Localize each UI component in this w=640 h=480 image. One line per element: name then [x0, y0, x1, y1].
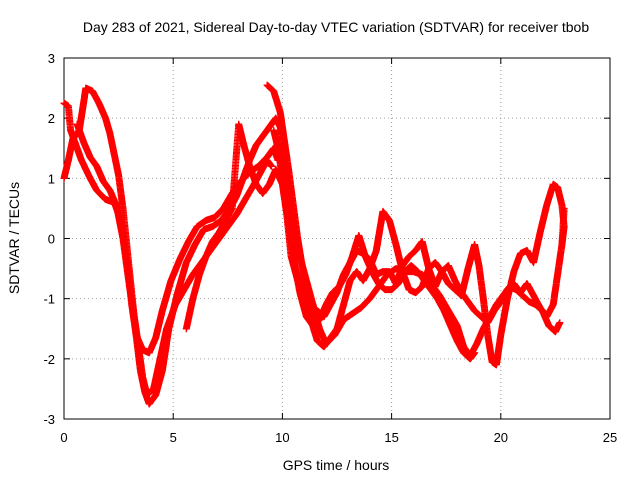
x-tick-label: 5 — [170, 430, 177, 445]
x-tick-label: 0 — [60, 430, 67, 445]
data-series — [60, 81, 568, 408]
data-point-markers — [270, 126, 479, 363]
y-tick-label: 1 — [48, 171, 55, 186]
x-tick-label: 15 — [384, 430, 398, 445]
x-tick-label: 25 — [603, 430, 617, 445]
series-track-2 — [60, 84, 564, 408]
series-line — [76, 123, 273, 397]
series-track-3 — [73, 120, 275, 399]
grid — [64, 58, 610, 419]
y-tick-label: -2 — [43, 352, 55, 367]
data-point-markers — [60, 84, 564, 408]
y-tick-label: -3 — [43, 412, 55, 427]
data-point-markers — [73, 120, 275, 399]
series-track-6 — [270, 126, 479, 363]
y-tick-label: -1 — [43, 292, 55, 307]
y-tick-label: 3 — [48, 51, 55, 66]
x-axis-label: GPS time / hours — [283, 457, 390, 473]
y-axis-label: SDTVAR / TECUs — [6, 182, 22, 294]
y-tick-label: 0 — [48, 232, 55, 247]
x-tick-label: 20 — [494, 430, 508, 445]
chart-title: Day 283 of 2021, Sidereal Day-to-day VTE… — [83, 19, 590, 35]
x-tick-label: 10 — [275, 430, 289, 445]
x-axis-ticks: 0 5 10 15 20 25 — [60, 58, 617, 445]
y-tick-label: 2 — [48, 111, 55, 126]
